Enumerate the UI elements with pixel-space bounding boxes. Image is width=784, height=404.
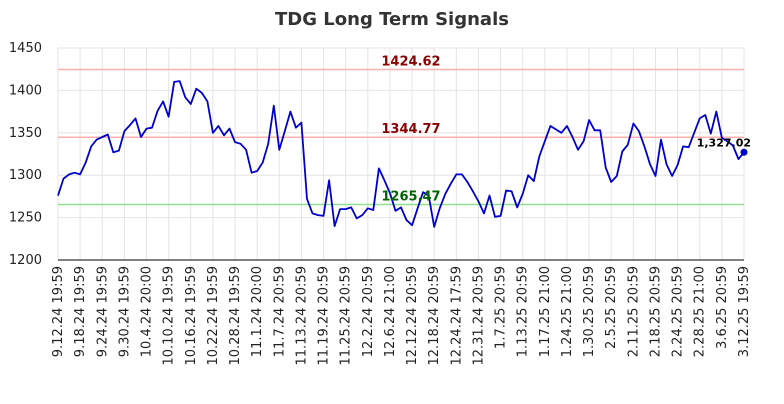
- price-line: [57, 80, 745, 228]
- y-tick-label: 1350: [9, 126, 42, 141]
- x-tick-label: 10.22.24 19:59: [206, 266, 221, 366]
- x-tick-label: 1.30.25 20:59: [582, 266, 597, 357]
- x-tick-label: 11.19.24 20:59: [317, 266, 332, 366]
- x-tick-label: 12.18.24 20:59: [427, 266, 442, 366]
- x-tick-label: 12.6.24 21:00: [383, 266, 398, 357]
- y-tick-label: 1400: [9, 83, 42, 98]
- signal-level-label: 1424.62: [381, 55, 440, 70]
- signal-level-label: 1265.47: [381, 189, 440, 204]
- price-series: [57, 80, 748, 228]
- y-tick-label: 1200: [9, 253, 42, 268]
- x-tick-label: 2.18.25 20:59: [648, 266, 663, 357]
- x-tick-label: 10.4.24 20:00: [140, 266, 155, 357]
- chart-title: TDG Long Term Signals: [275, 9, 509, 30]
- x-tick-label: 2.24.25 20:59: [671, 266, 686, 357]
- x-tick-label: 1.13.25 20:59: [516, 266, 531, 357]
- x-tick-label: 12.12.24 20:59: [405, 266, 420, 366]
- y-tick-label: 1300: [9, 168, 42, 183]
- x-tick-label: 3.6.25 20:59: [715, 266, 730, 349]
- x-tick-label: 1.7.25 20:59: [494, 266, 509, 349]
- x-tick-label: 9.18.24 19:59: [73, 266, 88, 357]
- chart-labels: 1424.62 1344.77 1265.47 1,327.02: [381, 55, 751, 205]
- x-tick-label: 2.28.25 21:00: [693, 266, 708, 357]
- last-price-label: 1,327.02: [697, 136, 751, 149]
- x-tick-label: 9.12.24 19:59: [51, 266, 66, 357]
- x-tick-label: 11.1.24 20:00: [250, 266, 265, 357]
- x-tick-label: 1.24.25 21:00: [560, 266, 575, 357]
- x-tick-label: 12.2.24 20:59: [361, 266, 376, 357]
- x-tick-label: 9.30.24 19:59: [117, 266, 132, 357]
- axes: 1200 1250 1300 1350 1400 1450 9.12.24 19:59 9.1…: [9, 41, 752, 366]
- x-tick-label: 3.12.25 19:59: [737, 266, 752, 357]
- x-tick-label: 1.17.25 21:00: [538, 266, 553, 357]
- y-tick-label: 1450: [9, 41, 42, 56]
- x-tick-label: 11.25.24 20:59: [339, 266, 354, 366]
- y-tick-label: 1250: [9, 211, 42, 226]
- x-tick-label: 10.16.24 19:59: [184, 266, 199, 366]
- x-tick-label: 2.5.25 20:59: [604, 266, 619, 349]
- x-tick-label: 2.11.25 20:59: [626, 266, 641, 357]
- x-tick-label: 12.31.24 20:59: [471, 266, 486, 366]
- signal-level-label: 1344.77: [381, 122, 440, 137]
- x-tick-label: 11.13.24 20:59: [294, 266, 309, 366]
- x-tick-label: 9.24.24 19:59: [95, 266, 110, 357]
- x-tick-label: 10.28.24 19:59: [228, 266, 243, 366]
- last-price-marker: [740, 148, 748, 156]
- x-tick-label: 11.7.24 20:59: [272, 266, 287, 357]
- x-tick-label: 10.10.24 19:59: [162, 266, 177, 366]
- grid: [57, 47, 745, 261]
- x-tick-label: 12.24.24 17:59: [449, 266, 464, 366]
